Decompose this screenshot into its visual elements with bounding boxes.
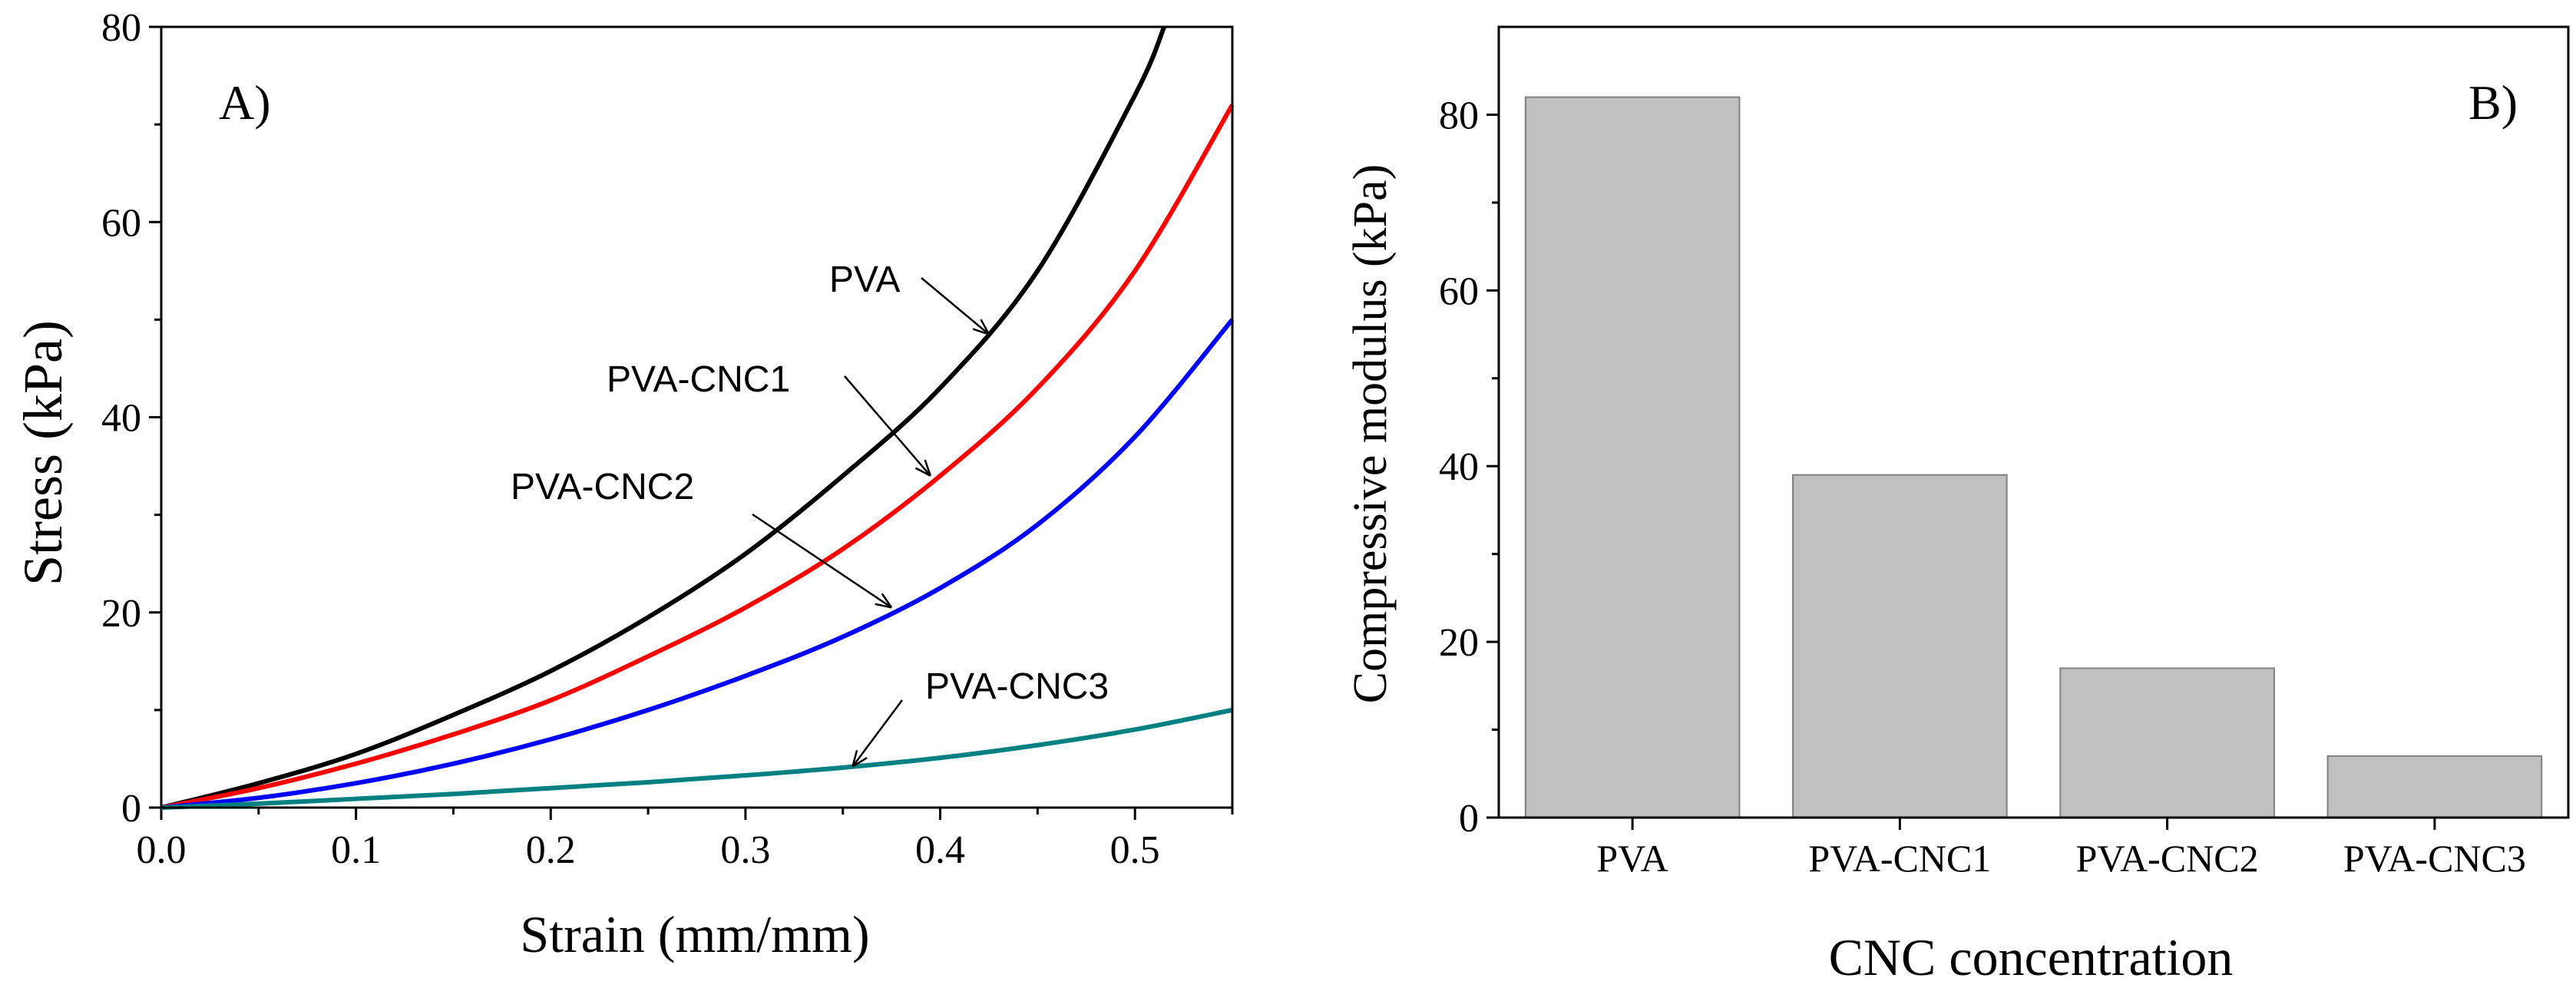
y-tick-label: 20 (101, 592, 141, 636)
x-tick-label: PVA-CNC2 (2076, 837, 2259, 880)
series-line-pva-cnc3 (160, 707, 1233, 810)
x-tick-label: PVA-CNC1 (1808, 837, 1991, 880)
panel-a-plot-frame (160, 25, 1234, 809)
series-line-pva-cnc2 (160, 318, 1235, 810)
y-tick-label: 80 (101, 6, 141, 50)
panel-b-tick-labels: 0 20 40 60 80 PVA PVA-CNC1 PVA-CNC2 PVA-CNC3 (1439, 94, 2526, 880)
bar-pva-cnc3 (2326, 755, 2543, 819)
series-line-pva-cnc1 (160, 104, 1235, 810)
bar-pva-cnc2 (2059, 667, 2275, 819)
curve-annotation-label: PVA-CNC3 (925, 666, 1109, 707)
annotation-arrow-head (914, 459, 932, 477)
panel-b-x-axis-title: CNC concentration (1829, 928, 2234, 986)
stress-strain-chart: PVA PVA-CNC1 PVA-CNC2 PVA-CNC3 0.0 0.1 0.2 0.3… (12, 6, 1235, 963)
x-tick-label: 0.1 (331, 828, 381, 872)
annotation-arrow-line (852, 699, 904, 768)
y-tick-label: 60 (1439, 269, 1479, 313)
y-tick-label: 40 (101, 397, 141, 441)
panel-b-plot-frame (1497, 25, 2570, 819)
annotation-arrow-head (875, 593, 893, 609)
panel-a-annotations: PVA PVA-CNC1 PVA-CNC2 PVA-CNC3 (511, 259, 1109, 768)
x-tick-label: 0.5 (1110, 828, 1160, 872)
bar-pva-cnc1 (1792, 474, 2008, 819)
annotation-arrow-line (921, 277, 990, 335)
y-tick-label: 60 (101, 201, 141, 245)
y-tick-label: 0 (121, 787, 141, 831)
x-tick-label: 0.4 (915, 828, 965, 872)
y-tick-label: 0 (1459, 797, 1479, 841)
bar-pva (1524, 96, 1741, 819)
x-tick-label: 0.0 (137, 828, 187, 872)
panel-b-y-axis-title: Compressive modulus (kPa) (1344, 164, 1397, 704)
panel-a-y-axis-title: Stress (kPa) (12, 320, 74, 586)
panel-a-x-axis-title: Strain (mm/mm) (520, 905, 869, 963)
curve-annotation-label: PVA-CNC2 (511, 467, 694, 507)
y-tick-label: 80 (1439, 94, 1479, 137)
y-tick-label: 20 (1439, 621, 1479, 665)
y-tick-label: 40 (1439, 445, 1479, 489)
annotation-arrow-head (852, 750, 868, 768)
panel-a-label: A) (219, 75, 271, 130)
x-tick-label: 0.2 (526, 828, 576, 872)
x-tick-label: PVA (1596, 837, 1668, 880)
panel-a-tick-labels: 0.0 0.1 0.2 0.3 0.4 0.5 0 20 40 60 80 (101, 6, 1160, 872)
panel-b-bars (1524, 96, 2543, 819)
series-line-pva (160, 25, 1166, 810)
curve-annotation-label: PVA (829, 259, 900, 300)
annotation-arrow-line (844, 375, 931, 477)
x-tick-label: 0.3 (720, 828, 770, 872)
curve-annotation-label: PVA-CNC1 (607, 359, 790, 400)
panel-b-label: B) (2469, 75, 2518, 130)
annotation-arrow-line (752, 513, 892, 609)
panel-a-series (160, 25, 1235, 810)
annotation-arrow-head (972, 319, 990, 335)
x-tick-label: PVA-CNC3 (2343, 837, 2526, 880)
